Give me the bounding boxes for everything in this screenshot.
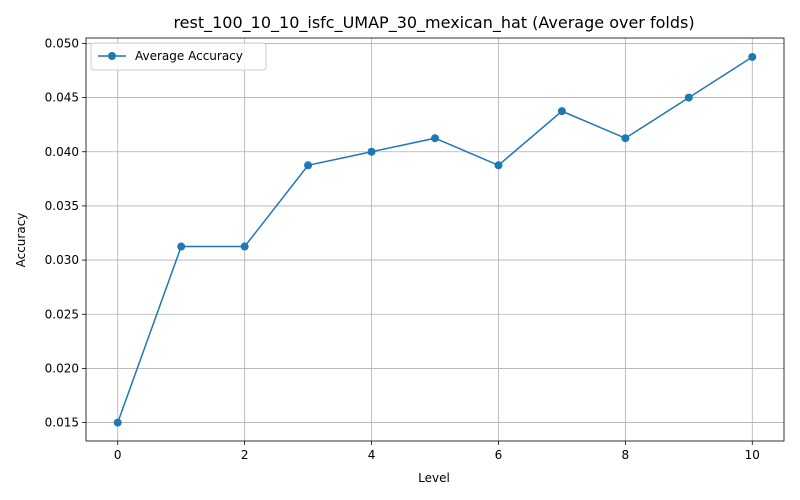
data-point [431,134,439,143]
data-point [304,161,313,170]
data-point [177,242,186,251]
data-point [240,242,249,251]
y-tick-label: 0.030 [45,253,79,267]
legend-label: Average Accuracy [135,49,243,63]
x-tick-label: 2 [241,448,249,462]
legend-marker-swatch [108,52,116,60]
data-point [113,418,122,427]
y-tick-label: 0.045 [45,91,79,105]
x-tick-label: 8 [622,448,630,462]
y-tick-label: 0.040 [45,145,79,159]
data-point [684,93,693,102]
y-tick-label: 0.025 [45,307,79,321]
data-point [621,134,630,143]
chart-title: rest_100_10_10_isfc_UMAP_30_mexican_hat … [173,13,694,33]
legend-box [90,42,267,71]
x-tick-label: 10 [745,448,760,462]
y-tick-label: 0.020 [45,361,79,375]
data-point [748,52,757,61]
y-axis-label: Accuracy [14,213,28,268]
series-layer [113,52,757,427]
grid-layer [86,38,784,441]
data-point [557,107,566,116]
x-tick-label: 4 [368,448,376,462]
x-axis-label: Level [418,471,450,485]
x-tick-label: 6 [495,448,503,462]
legend: Average Accuracy [90,42,267,71]
x-tick-label: 0 [114,448,122,462]
y-tick-label: 0.035 [45,199,79,213]
data-point [367,147,376,156]
y-tick-label: 0.050 [45,36,79,50]
data-point [494,161,503,170]
ticks-layer: 0 2 4 6 8 10 0.015 0.020 0.025 0.030 0.035 0.040 0.0… [45,36,760,462]
plot-area-frame [85,37,785,442]
y-tick-label: 0.015 [45,416,79,430]
